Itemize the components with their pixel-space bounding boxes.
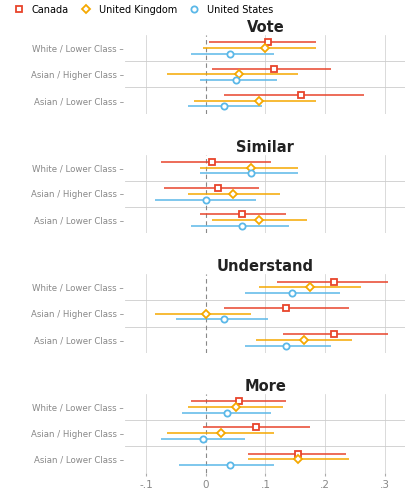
Title: Similar: Similar — [237, 140, 294, 154]
Legend: Canada, United Kingdom, United States: Canada, United Kingdom, United States — [9, 5, 273, 15]
Title: Understand: Understand — [217, 259, 314, 274]
Title: More: More — [245, 379, 286, 394]
Title: Vote: Vote — [247, 20, 284, 35]
